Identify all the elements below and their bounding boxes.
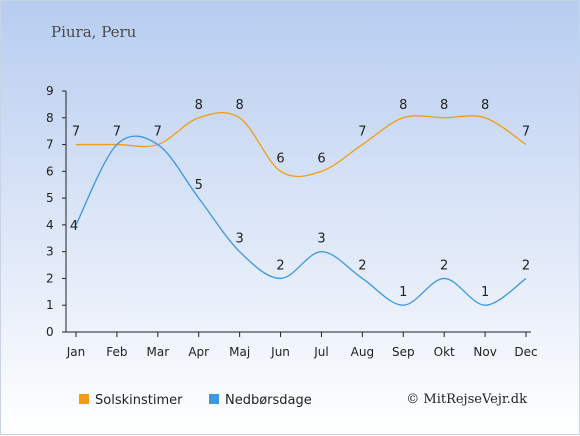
- data-label-rain: 2: [522, 258, 530, 273]
- legend-label: Solskinstimer: [95, 393, 183, 408]
- y-tick-label: 2: [46, 271, 54, 285]
- data-label-rain: 3: [235, 232, 243, 247]
- y-tick-label: 3: [46, 245, 54, 259]
- data-label-rain: 2: [440, 258, 448, 273]
- axes: 0 1 2 3 4 5 6 7 8 9 Jan Feb Mar Apr Maj Jun Jul Aug Sep Okt…: [46, 84, 538, 359]
- data-label-rain: 3: [317, 232, 325, 247]
- x-tick-label: Sep: [392, 345, 415, 359]
- x-tick-label: Jun: [270, 345, 290, 359]
- legend-swatch: [209, 394, 219, 404]
- series-line-nedboersdage: [75, 135, 527, 306]
- y-tick-label: 1: [46, 298, 54, 312]
- data-label-sun: 6: [276, 151, 284, 166]
- data-label-sun: 7: [154, 125, 162, 140]
- series-line-solskinstimer: [75, 112, 527, 178]
- data-label-sun: 8: [481, 98, 489, 113]
- x-tick-label: Maj: [229, 345, 250, 359]
- y-tick-label: 9: [46, 84, 54, 98]
- y-tick-label: 0: [46, 325, 54, 339]
- data-label-sun: 6: [317, 151, 325, 166]
- x-tick-label: Dec: [514, 345, 537, 359]
- y-tick-label: 6: [46, 164, 54, 178]
- data-label-rain: 2: [358, 258, 366, 273]
- legend-swatch: [79, 394, 89, 404]
- data-label-rain: 4: [70, 219, 78, 234]
- data-label-rain: 5: [195, 178, 203, 193]
- y-tick-label: 7: [46, 138, 54, 152]
- y-tick-label: 8: [46, 111, 54, 125]
- data-label-rain: 2: [276, 258, 284, 273]
- x-tick-label: Apr: [188, 345, 209, 359]
- data-labels: 7 7 7 8 8 6 6 7 8 8 8 7 4 5 3 2 3 2 1 2 1 2: [70, 98, 530, 300]
- data-label-sun: 7: [113, 125, 121, 140]
- data-label-sun: 8: [195, 98, 203, 113]
- data-label-sun: 8: [235, 98, 243, 113]
- x-tick-label: Nov: [473, 345, 496, 359]
- x-tick-label: Mar: [146, 345, 169, 359]
- data-label-sun: 7: [522, 125, 530, 140]
- legend-label: Nedbørsdage: [225, 393, 312, 408]
- y-tick-label: 4: [46, 218, 54, 232]
- x-tick-label: Feb: [106, 345, 127, 359]
- data-label-rain: 1: [481, 285, 489, 300]
- series-lines: [75, 112, 527, 306]
- data-label-sun: 8: [440, 98, 448, 113]
- data-label-sun: 8: [399, 98, 407, 113]
- data-label-sun: 7: [72, 125, 80, 140]
- x-tick-label: Jan: [66, 345, 86, 359]
- x-tick-label: Jul: [313, 345, 328, 359]
- legend: Solskinstimer Nedbørsdage: [79, 393, 312, 408]
- y-tick-label: 5: [46, 191, 54, 205]
- x-tick-label: Aug: [351, 345, 374, 359]
- chart-title: Piura, Peru: [51, 23, 137, 41]
- data-label-sun: 7: [358, 125, 366, 140]
- credit-text: © MitRejseVejr.dk: [406, 392, 527, 407]
- x-tick-label: Okt: [434, 345, 455, 359]
- data-label-rain: 1: [399, 285, 407, 300]
